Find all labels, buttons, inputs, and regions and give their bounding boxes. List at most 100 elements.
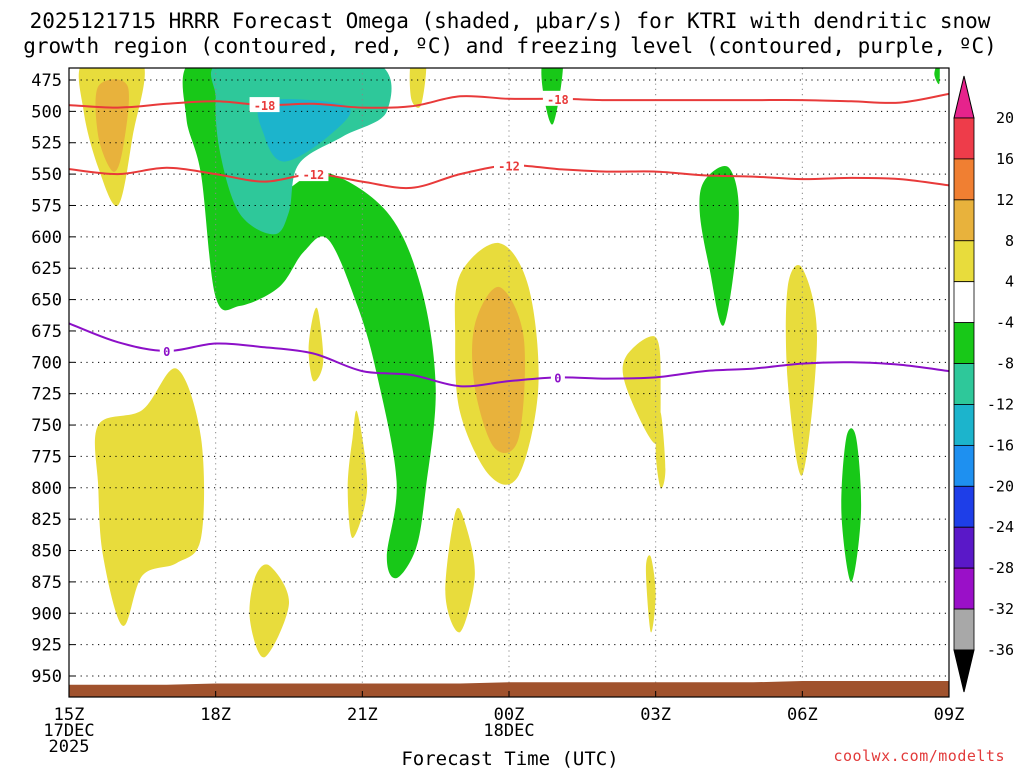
colorbar-label: 16	[996, 150, 1014, 168]
colorbar: 20 16 12 8 4 -4 -8 -12 -16 -20 -24 -28 -32 -36	[953, 75, 1014, 693]
colorbar-label: -32	[987, 600, 1014, 618]
y-tick-label: 500	[31, 102, 62, 122]
y-tick-label: 700	[31, 353, 62, 373]
x-tick-label: 06Z	[787, 705, 818, 725]
colorbar-label: -8	[996, 355, 1014, 373]
colorbar-bin	[953, 526, 975, 569]
colorbar-bin	[953, 199, 975, 242]
colorbar-bin	[953, 158, 975, 201]
x-axis-label: Forecast Time (UTC)	[401, 748, 618, 768]
colorbar-label: 12	[996, 191, 1014, 209]
y-tick-label: 575	[31, 196, 62, 216]
x-tick-label: 15Z	[54, 705, 85, 725]
y-tick-label: 750	[31, 416, 62, 436]
colorbar-bottom-arrow	[953, 649, 975, 693]
colorbar-bin	[953, 322, 975, 364]
x-tick-label: 17DEC	[43, 721, 94, 741]
grid	[69, 68, 949, 697]
contour-label: -12	[303, 168, 325, 182]
x-tick-label: 03Z	[640, 705, 671, 725]
y-tick-label: 600	[31, 228, 62, 248]
y-tick-label: 825	[31, 510, 62, 530]
y-tick-label: 650	[31, 291, 62, 311]
omega-region-10	[249, 564, 290, 658]
contour-label-bg	[542, 90, 573, 106]
colorbar-label: -16	[987, 436, 1014, 454]
omega-region-7	[472, 286, 525, 454]
y-tick-label: 950	[31, 667, 62, 687]
colorbar-label: 8	[1005, 232, 1014, 250]
contour-label: -18	[547, 93, 569, 107]
contour-label-bg	[159, 343, 174, 359]
plot-area: -18 -18 -12 -12 0 0	[69, 68, 949, 697]
y-tick-label: 475	[31, 71, 62, 91]
colorbar-label: 20	[996, 109, 1014, 127]
omega-region-15	[699, 166, 739, 326]
colorbar-top-arrow	[953, 75, 975, 119]
colorbar-bin	[953, 444, 975, 487]
colorbar-label: -28	[987, 559, 1014, 577]
omega-region-14	[645, 555, 656, 633]
colorbar-label: 4	[1005, 273, 1014, 291]
y-axis: 475 500 525 550 575 600 625 650 675 700 725 750 775 8…	[31, 71, 75, 687]
y-tick-label: 725	[31, 385, 62, 405]
omega-region-2	[257, 99, 351, 162]
omega-region-19	[841, 428, 862, 582]
y-tick-label: 800	[31, 479, 62, 499]
colorbar-label: -24	[987, 518, 1014, 536]
omega-region-11	[308, 307, 324, 382]
contour-label: 0	[554, 371, 561, 385]
y-tick-label: 525	[31, 134, 62, 154]
colorbar-label: -4	[996, 314, 1014, 332]
colorbar-label: -20	[987, 477, 1014, 495]
contour-line-2	[69, 322, 949, 388]
omega-region-20	[934, 68, 940, 85]
colorbar-bin	[953, 281, 975, 324]
contour-label: -12	[498, 159, 520, 173]
y-tick-label: 925	[31, 636, 62, 656]
contour-lines: -18 -18 -12 -12 0 0	[69, 90, 949, 388]
x-tick-label: 18DEC	[483, 721, 534, 741]
x-tick-label: 2025	[49, 737, 90, 757]
x-tick-label: 21Z	[347, 705, 378, 725]
y-tick-label: 875	[31, 573, 62, 593]
x-tick-label: 00Z	[494, 705, 525, 725]
y-tick-label: 850	[31, 542, 62, 562]
colorbar-bin	[953, 404, 975, 446]
contour-label: 0	[163, 345, 170, 359]
omega-region-9	[445, 507, 475, 633]
contour-label: -18	[254, 99, 276, 113]
x-tick-label: 09Z	[934, 705, 965, 725]
chart-title-line-2: growth region (contoured, red, ºC) and f…	[23, 34, 997, 58]
contour-label-bg	[249, 97, 280, 113]
colorbar-label: -12	[987, 395, 1014, 413]
omega-region-4	[95, 79, 129, 172]
colorbar-label: -36	[987, 641, 1014, 659]
omega-region-17	[409, 68, 427, 108]
contour-line-0	[69, 92, 949, 109]
colorbar-bin	[953, 567, 975, 610]
credit-text: coolwx.com/modelts	[833, 747, 1005, 765]
terrain-band	[69, 681, 949, 697]
x-tick-label: 18Z	[200, 705, 231, 725]
y-tick-label: 625	[31, 259, 62, 279]
omega-shading	[78, 68, 940, 658]
y-tick-label: 775	[31, 447, 62, 467]
chart-title-line-1: 2025121715 HRRR Forecast Omega (shaded, …	[30, 9, 991, 33]
omega-region-5	[94, 368, 205, 626]
y-tick-label: 900	[31, 604, 62, 624]
omega-region-13	[622, 336, 661, 444]
contour-label-bg	[550, 369, 565, 385]
omega-region-18	[785, 264, 817, 476]
contour-label-bg	[298, 166, 329, 182]
contour-label-bg	[494, 157, 524, 173]
colorbar-bin	[953, 363, 975, 405]
colorbar-bin	[953, 117, 975, 160]
colorbar-bin	[953, 485, 975, 528]
colorbar-bin	[953, 240, 975, 283]
y-tick-label: 550	[31, 165, 62, 185]
colorbar-bin	[953, 608, 975, 651]
terrain	[69, 681, 949, 697]
